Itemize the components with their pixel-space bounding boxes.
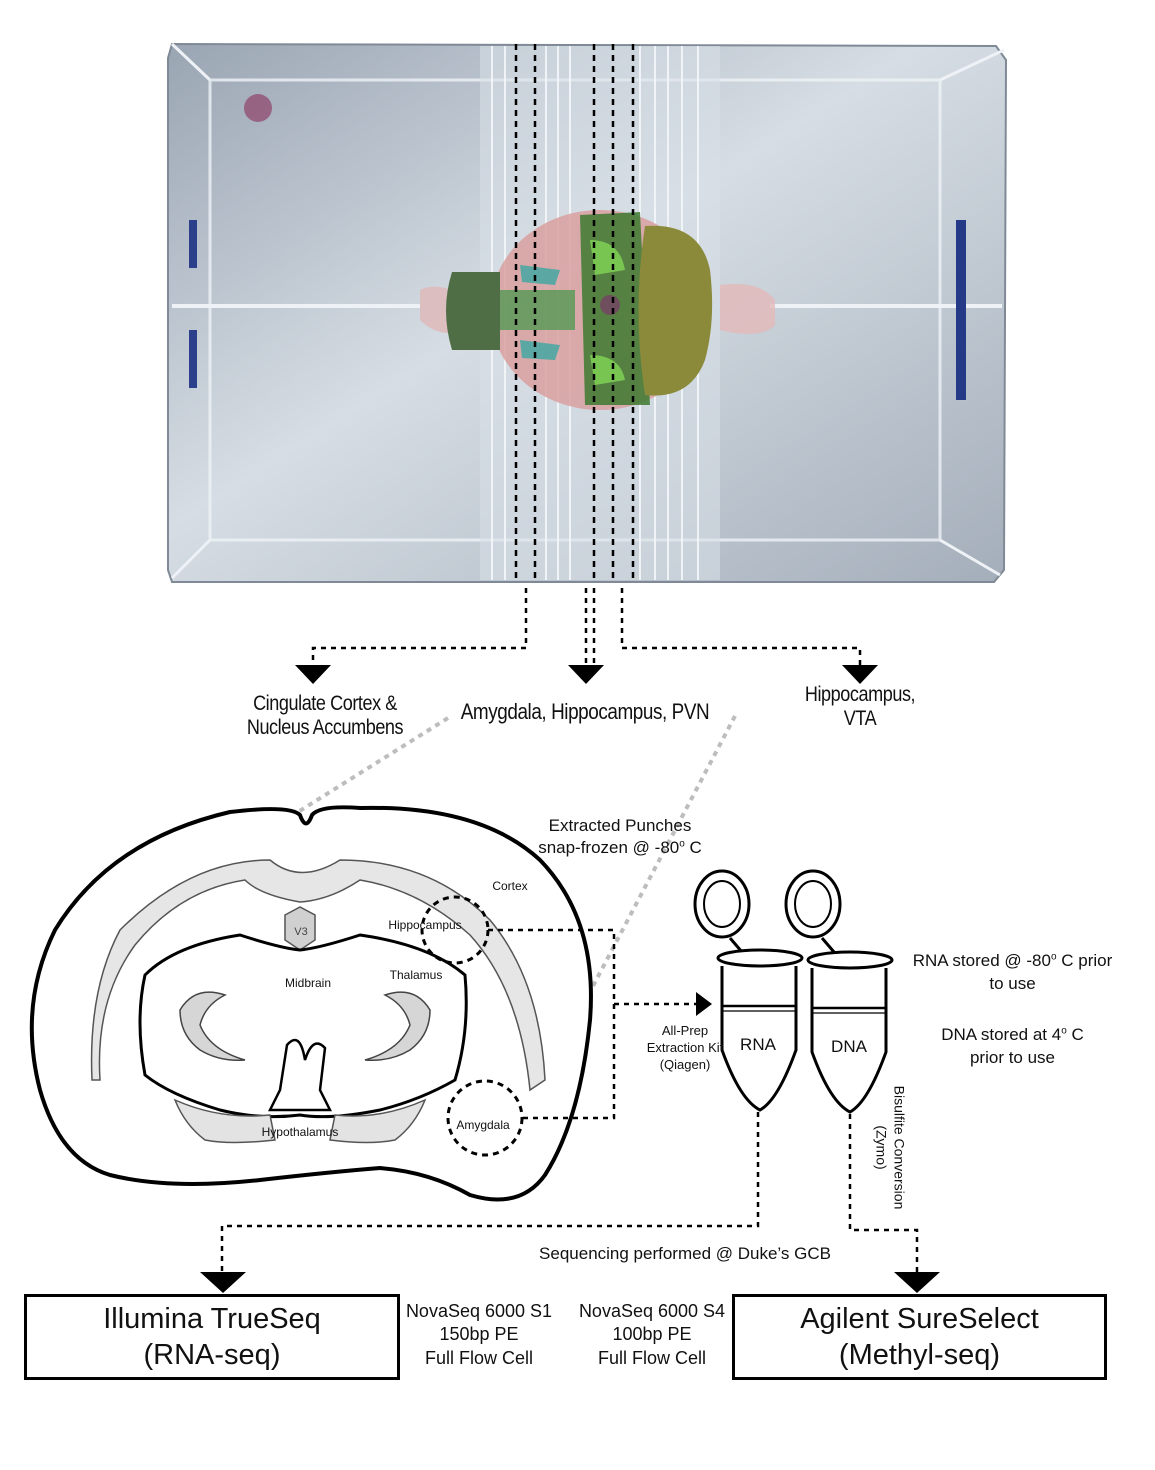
marker-icon [956,220,966,400]
region-pvn [600,295,620,315]
region-label-amygdala: Amygdala, Hippocampus, PVN [460,699,710,724]
spec-s4: NovaSeq 6000 S4 100bp PE Full Flow Cell [578,1301,726,1368]
arrow-down-icon [568,665,604,684]
rna-tube-label: RNA [740,1035,776,1054]
methyl-seq-output-box: Agilent SureSelect (Methyl-seq) [732,1294,1107,1380]
arrow-right-icon [696,992,712,1016]
v3-ventricle [284,906,316,951]
spec-s1: NovaSeq 6000 S1 150bp PE Full Flow Cell [405,1301,553,1368]
marker-icon [189,330,197,388]
arrow-down-icon [200,1272,246,1293]
sequencing-note: Sequencing performed @ Duke’s GCB [539,1244,831,1263]
rna-seq-title: Illumina TrueSeq [103,1302,321,1335]
label-v3: V3 [294,926,308,938]
brain-matrix-photo [167,42,1008,583]
sequencing-connectors [220,1112,919,1272]
punch-guide-lines [514,44,635,582]
region-amygdala-upper [520,265,560,285]
ink-stain-icon [244,94,272,122]
label-hippocampus: Hippocampus [388,918,462,932]
dna-tube-label: DNA [831,1037,867,1056]
arrow-down-icon [295,665,331,684]
coronal-brain-section [29,805,593,1202]
region-label-hippocampus-vta: Hippocampus, VTA [804,683,916,731]
region-label-cingulate: Cingulate Cortex & Nucleus Accumbens [246,692,404,740]
extraction-kit-label: All-Prep Extraction Kit (Qiagen) [646,1023,724,1072]
punches-note: Extracted Punches snap-frozen @ -80o C [538,816,702,858]
marker-icon [189,220,197,268]
label-hypothalamus: Hypothalamus [261,1125,339,1139]
amygdala-punch-circle [446,1079,524,1157]
label-amygdala: Amygdala [456,1118,510,1132]
rna-storage-note: RNA stored @ -80o C prior to use [912,951,1113,993]
methyl-seq-title: Agilent SureSelect [800,1302,1039,1335]
rna-tube [693,869,804,1112]
arrow-down-icon [842,665,878,684]
region-cerebellum [638,225,713,396]
label-thalamus: Thalamus [389,968,443,982]
arrow-down-icon [894,1272,940,1293]
region-hippocampus-upper [590,240,625,275]
bisulfite-label: Bisulfite Conversion (Zymo) [874,1085,908,1210]
methyl-seq-subtitle: (Methyl-seq) [838,1339,1001,1371]
rna-seq-output-box: Illumina TrueSeq (RNA-seq) [24,1294,400,1380]
punch-to-tube-connectors [488,928,698,1120]
region-olfactory [446,272,500,350]
region-hippocampus-lower [590,355,625,385]
label-cortex: Cortex [492,879,528,893]
rna-seq-subtitle: (RNA-seq) [143,1339,281,1371]
region-connectors [311,588,862,665]
dna-tube [784,869,894,1114]
zoom-connectors [296,715,737,989]
region-amygdala-lower [520,340,560,360]
dna-storage-note: DNA stored at 4o C prior to use [941,1025,1084,1067]
label-midbrain: Midbrain [284,976,332,990]
